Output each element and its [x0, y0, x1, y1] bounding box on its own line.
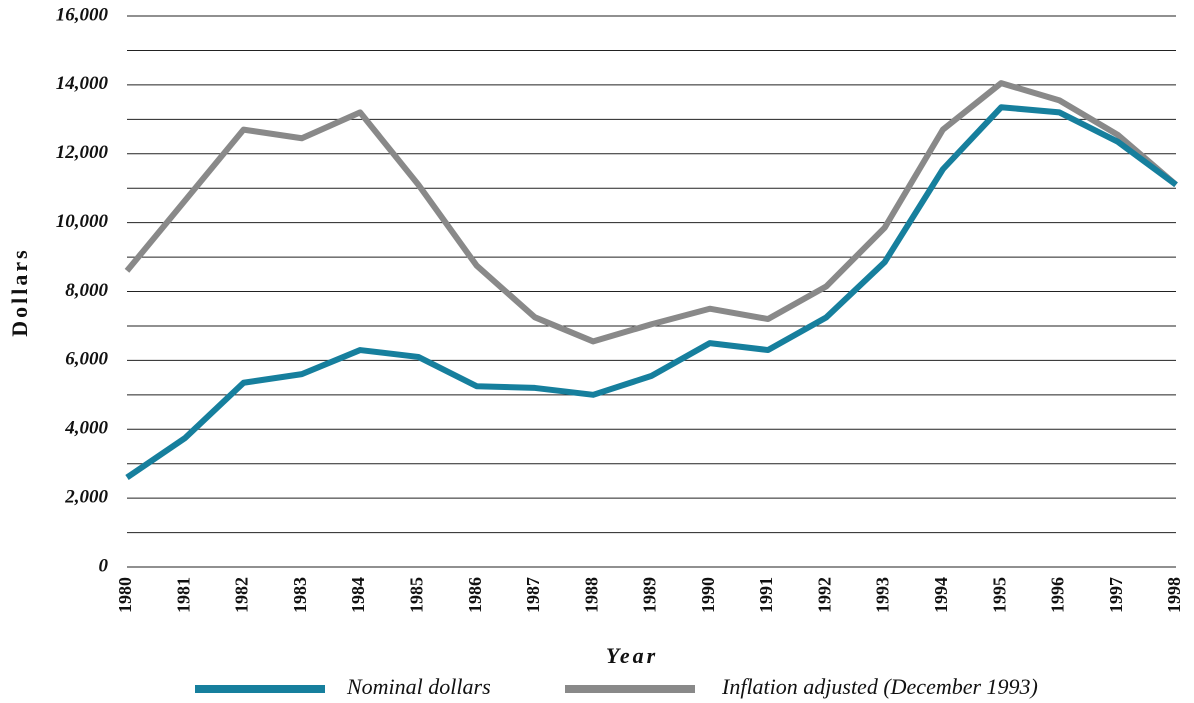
x-tick-label: 1985 [407, 577, 427, 613]
x-tick-label: 1984 [348, 577, 368, 613]
data-line [125, 104, 1178, 480]
x-tick-label: 1983 [290, 577, 310, 613]
x-tick-label: 1992 [814, 577, 834, 613]
legend-label: Inflation adjusted (December 1993) [721, 674, 1038, 699]
y-tick-label: 4,000 [64, 418, 108, 439]
y-tick-label: 16,000 [56, 4, 109, 25]
x-tick-label: 1981 [173, 577, 193, 613]
x-tick-label: 1991 [756, 577, 776, 613]
legend-label: Nominal dollars [346, 674, 491, 699]
x-tick-label: 1994 [931, 577, 951, 613]
x-tick-label: 1995 [989, 577, 1009, 613]
x-tick-label: 1980 [115, 577, 135, 613]
x-tick-label: 1986 [465, 577, 485, 613]
y-tick-label: 6,000 [65, 349, 108, 370]
y-tick-label: 8,000 [65, 280, 108, 301]
x-tick-label: 1998 [1164, 577, 1184, 613]
x-tick-label: 1997 [1106, 577, 1126, 613]
x-tick-label: 1987 [523, 577, 543, 613]
y-tick-label: 14,000 [56, 73, 109, 94]
x-tick-label: 1993 [873, 577, 893, 613]
x-tick-label: 1996 [1048, 577, 1068, 613]
x-tick-label: 1990 [698, 577, 718, 613]
y-axis-title: Dollars [7, 247, 32, 336]
x-axis-title: Year [606, 643, 658, 668]
data-line [124, 80, 1178, 345]
y-tick-label: 0 [99, 555, 109, 576]
y-tick-label: 10,000 [56, 211, 109, 232]
x-tick-label: 1989 [640, 577, 660, 613]
x-tick-label: 1982 [232, 577, 252, 613]
x-tick-label: 1988 [581, 577, 601, 613]
y-tick-label: 12,000 [56, 142, 109, 163]
y-tick-label: 2,000 [64, 486, 108, 507]
